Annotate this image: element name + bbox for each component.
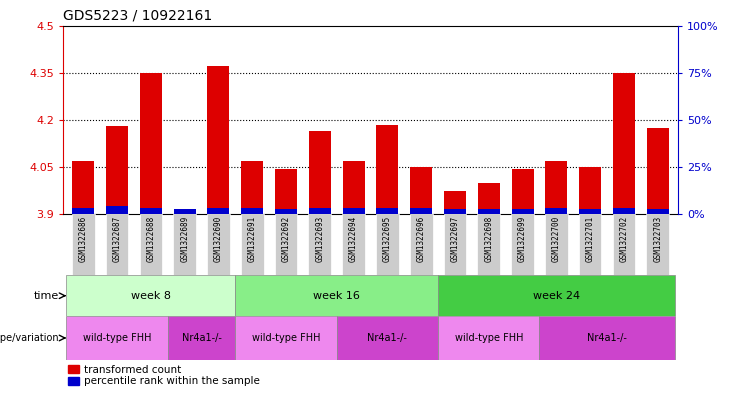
- Bar: [438, 316, 539, 360]
- Bar: [309, 208, 330, 214]
- Bar: [309, 131, 330, 214]
- Bar: [275, 209, 297, 214]
- Text: Nr4a1-/-: Nr4a1-/-: [182, 333, 222, 343]
- Bar: [236, 316, 336, 360]
- Bar: [545, 208, 568, 214]
- Text: GSM1322702: GSM1322702: [619, 216, 628, 262]
- Bar: [336, 316, 438, 360]
- Text: GSM1322695: GSM1322695: [383, 216, 392, 262]
- Bar: [438, 275, 674, 316]
- Bar: [72, 214, 95, 275]
- Bar: [73, 161, 94, 214]
- Text: wild-type FHH: wild-type FHH: [252, 333, 320, 343]
- Bar: [342, 208, 365, 214]
- Text: genotype/variation: genotype/variation: [0, 333, 59, 343]
- Bar: [140, 73, 162, 214]
- Bar: [106, 214, 128, 275]
- Bar: [342, 214, 365, 275]
- Bar: [236, 275, 438, 316]
- Bar: [275, 214, 297, 275]
- Bar: [242, 208, 263, 214]
- Bar: [613, 208, 635, 214]
- Text: week 16: week 16: [313, 291, 360, 301]
- Text: week 24: week 24: [533, 291, 580, 301]
- Text: wild-type FHH: wild-type FHH: [454, 333, 523, 343]
- Bar: [411, 208, 432, 214]
- Bar: [376, 125, 399, 214]
- Bar: [139, 214, 162, 275]
- Bar: [173, 214, 196, 275]
- Bar: [207, 66, 230, 214]
- Text: GSM1322696: GSM1322696: [416, 216, 425, 262]
- Text: week 8: week 8: [131, 291, 171, 301]
- Bar: [477, 214, 500, 275]
- Bar: [308, 214, 331, 275]
- Bar: [647, 209, 668, 214]
- Text: GSM1322691: GSM1322691: [247, 216, 256, 262]
- Bar: [579, 167, 601, 214]
- Bar: [106, 126, 128, 214]
- Bar: [173, 209, 196, 214]
- Bar: [444, 209, 466, 214]
- Text: GSM1322698: GSM1322698: [485, 216, 494, 262]
- Bar: [140, 208, 162, 214]
- Bar: [613, 214, 635, 275]
- Text: Nr4a1-/-: Nr4a1-/-: [368, 333, 408, 343]
- Bar: [275, 169, 297, 214]
- Bar: [342, 161, 365, 214]
- Bar: [539, 316, 674, 360]
- Bar: [207, 214, 230, 275]
- Bar: [478, 183, 499, 214]
- Bar: [444, 214, 466, 275]
- Text: GSM1322693: GSM1322693: [316, 216, 325, 262]
- Bar: [241, 214, 264, 275]
- Bar: [67, 316, 167, 360]
- Bar: [444, 191, 466, 214]
- Bar: [242, 161, 263, 214]
- Text: GSM1322703: GSM1322703: [654, 216, 662, 262]
- Legend: transformed count, percentile rank within the sample: transformed count, percentile rank withi…: [68, 365, 259, 386]
- Bar: [511, 214, 534, 275]
- Bar: [410, 214, 433, 275]
- Text: GSM1322688: GSM1322688: [146, 216, 156, 262]
- Bar: [411, 167, 432, 214]
- Text: GSM1322692: GSM1322692: [282, 216, 290, 262]
- Bar: [579, 214, 602, 275]
- Bar: [613, 73, 635, 214]
- Bar: [545, 214, 568, 275]
- Bar: [646, 214, 669, 275]
- Text: GSM1322700: GSM1322700: [552, 216, 561, 262]
- Bar: [106, 206, 128, 214]
- Bar: [73, 208, 94, 214]
- Bar: [647, 128, 668, 214]
- Bar: [167, 316, 236, 360]
- Text: wild-type FHH: wild-type FHH: [83, 333, 151, 343]
- Bar: [511, 169, 534, 214]
- Text: GSM1322690: GSM1322690: [214, 216, 223, 262]
- Bar: [67, 275, 236, 316]
- Text: GSM1322701: GSM1322701: [585, 216, 595, 262]
- Text: GDS5223 / 10922161: GDS5223 / 10922161: [63, 9, 212, 23]
- Text: GSM1322686: GSM1322686: [79, 216, 87, 262]
- Text: GSM1322689: GSM1322689: [180, 216, 189, 262]
- Text: time: time: [34, 291, 59, 301]
- Bar: [376, 208, 399, 214]
- Bar: [545, 161, 568, 214]
- Text: GSM1322699: GSM1322699: [518, 216, 527, 262]
- Bar: [478, 209, 499, 214]
- Text: GSM1322687: GSM1322687: [113, 216, 122, 262]
- Text: GSM1322694: GSM1322694: [349, 216, 358, 262]
- Bar: [511, 209, 534, 214]
- Bar: [173, 209, 196, 214]
- Bar: [207, 208, 230, 214]
- Text: GSM1322697: GSM1322697: [451, 216, 459, 262]
- Bar: [579, 209, 601, 214]
- Text: Nr4a1-/-: Nr4a1-/-: [587, 333, 627, 343]
- Bar: [376, 214, 399, 275]
